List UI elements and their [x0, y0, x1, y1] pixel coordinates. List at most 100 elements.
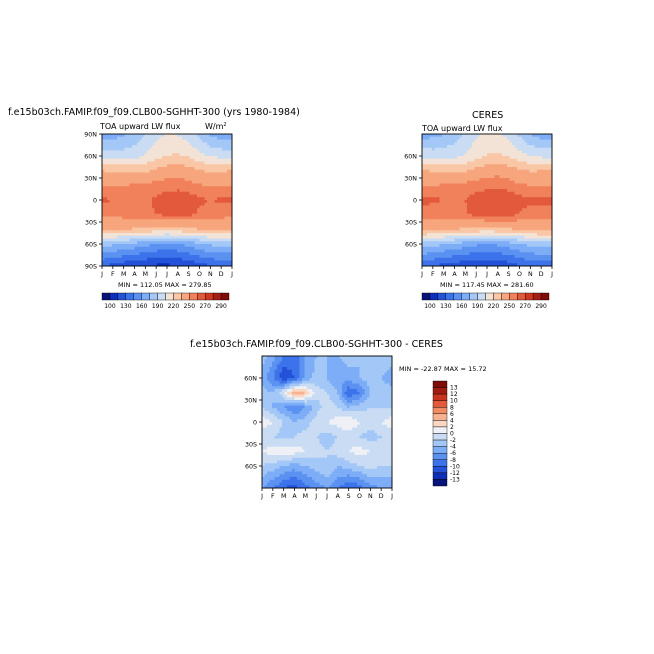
- heatmap-cell: [212, 191, 215, 195]
- heatmap-cell: [544, 219, 548, 223]
- heatmap-cell: [149, 136, 153, 140]
- heatmap-cell: [539, 164, 543, 168]
- heatmap-cell: [504, 153, 508, 157]
- heatmap-cell: [512, 224, 515, 228]
- heatmap-cell: [189, 167, 193, 171]
- heatmap-cell: [114, 186, 118, 190]
- heatmap-cell: [212, 260, 215, 264]
- heatmap-cell: [219, 189, 223, 193]
- heatmap-cell: [452, 241, 455, 245]
- heatmap-cell: [217, 216, 220, 220]
- heatmap-cell: [109, 145, 113, 149]
- heatmap-cell: [537, 257, 540, 261]
- heatmap-cell: [482, 222, 485, 226]
- heatmap-cell: [199, 161, 203, 165]
- heatmap-cell: [462, 150, 465, 154]
- heatmap-cell: [479, 238, 483, 242]
- heatmap-cell: [454, 233, 458, 237]
- heatmap-cell: [157, 191, 160, 195]
- heatmap-cell: [137, 208, 140, 212]
- heatmap-cell: [217, 158, 220, 162]
- heatmap-cell: [442, 222, 445, 226]
- heatmap-cell: [464, 161, 468, 165]
- heatmap-cell: [109, 200, 113, 204]
- heatmap-cell: [477, 216, 480, 220]
- heatmap-cell: [182, 153, 185, 157]
- heatmap-cell: [472, 142, 475, 146]
- heatmap-cell: [429, 194, 433, 198]
- heatmap-cell: [144, 139, 148, 143]
- heatmap-cell: [459, 227, 463, 231]
- heatmap-cell: [194, 222, 198, 226]
- heatmap-cell: [444, 134, 448, 138]
- heatmap-cell: [487, 142, 490, 146]
- heatmap-cell: [107, 263, 110, 267]
- heatmap-cell: [482, 180, 485, 184]
- heatmap-cell: [189, 150, 193, 154]
- heatmap-cell: [544, 194, 548, 198]
- heatmap-cell: [122, 164, 125, 168]
- heatmap-cell: [432, 194, 435, 198]
- heatmap-cell: [507, 153, 510, 157]
- heatmap-cell: [159, 183, 163, 187]
- heatmap-cell: [107, 147, 110, 151]
- heatmap-cell: [144, 147, 148, 151]
- heatmap-cell: [439, 202, 443, 206]
- heatmap-cell: [137, 134, 140, 138]
- heatmap-cell: [477, 200, 480, 204]
- heatmap-cell: [479, 136, 483, 140]
- heatmap-cell: [212, 227, 215, 231]
- heatmap-cell: [539, 156, 543, 160]
- heatmap-cell: [462, 153, 465, 157]
- heatmap-cell: [169, 158, 173, 162]
- heatmap-cell: [474, 178, 478, 182]
- heatmap-cell: [134, 153, 138, 157]
- heatmap-cell: [537, 186, 540, 190]
- heatmap-cell: [519, 216, 523, 220]
- heatmap-cell: [147, 255, 150, 259]
- heatmap-cell: [164, 216, 168, 220]
- heatmap-cell: [454, 175, 458, 179]
- heatmap-cell: [454, 238, 458, 242]
- heatmap-cell: [452, 233, 455, 237]
- heatmap-cell: [444, 252, 448, 256]
- heatmap-cell: [482, 241, 485, 245]
- heatmap-cell: [527, 169, 530, 173]
- heatmap-cell: [477, 257, 480, 261]
- heatmap-cell: [509, 147, 513, 151]
- heatmap-cell: [532, 246, 535, 250]
- heatmap-cell: [429, 241, 433, 245]
- heatmap-cell: [117, 153, 120, 157]
- heatmap-cell: [432, 222, 435, 226]
- heatmap-cell: [427, 186, 430, 190]
- heatmap-cell: [504, 219, 508, 223]
- heatmap-cell: [199, 230, 203, 234]
- heatmap-cell: [149, 263, 153, 267]
- heatmap-cell: [517, 227, 520, 231]
- heatmap-cell: [212, 213, 215, 217]
- heatmap-cell: [189, 244, 193, 248]
- heatmap-cell: [169, 257, 173, 261]
- heatmap-cell: [167, 255, 170, 259]
- heatmap-cell: [529, 205, 533, 209]
- heatmap-cell: [187, 213, 190, 217]
- heatmap-cell: [469, 134, 473, 138]
- heatmap-cell: [467, 241, 470, 245]
- heatmap-cell: [204, 244, 208, 248]
- heatmap-cell: [134, 183, 138, 187]
- heatmap-cell: [182, 263, 185, 267]
- heatmap-cell: [527, 153, 530, 157]
- heatmap-cell: [427, 178, 430, 182]
- heatmap-cell: [197, 172, 200, 176]
- heatmap-cell: [509, 238, 513, 242]
- heatmap-cell: [119, 238, 123, 242]
- heatmap-cell: [184, 136, 188, 140]
- heatmap-cell: [122, 167, 125, 171]
- heatmap-cell: [494, 211, 498, 215]
- heatmap-cell: [452, 260, 455, 264]
- heatmap-cell: [444, 202, 448, 206]
- heatmap-cell: [502, 216, 505, 220]
- heatmap-cell: [199, 211, 203, 215]
- heatmap-cell: [472, 252, 475, 256]
- heatmap-cell: [199, 175, 203, 179]
